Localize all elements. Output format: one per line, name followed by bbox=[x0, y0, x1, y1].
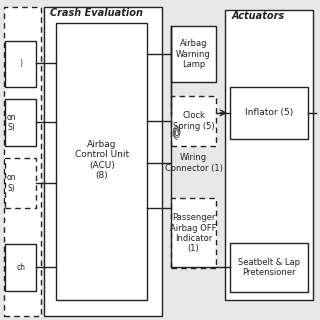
Bar bbox=[225, 10, 313, 300]
Bar bbox=[44, 7, 162, 316]
Bar bbox=[56, 23, 147, 300]
Bar bbox=[230, 243, 308, 292]
Bar bbox=[171, 26, 216, 82]
Text: Inflator (5): Inflator (5) bbox=[245, 108, 293, 117]
Text: Crash Evaluation: Crash Evaluation bbox=[50, 8, 143, 18]
Text: ch: ch bbox=[16, 263, 25, 272]
Text: on
S): on S) bbox=[7, 173, 17, 193]
Text: Airbag
Control Unit
(ACU)
(8): Airbag Control Unit (ACU) (8) bbox=[75, 140, 129, 180]
Text: Airbag
Warning
Lamp: Airbag Warning Lamp bbox=[176, 39, 211, 69]
Bar bbox=[171, 198, 216, 268]
Text: on
S): on S) bbox=[7, 113, 17, 132]
Bar bbox=[4, 7, 41, 316]
Bar bbox=[5, 41, 36, 87]
Text: Passenger
Airbag OFF
Indicator
(1): Passenger Airbag OFF Indicator (1) bbox=[170, 213, 217, 253]
Text: Clock
Spring (5): Clock Spring (5) bbox=[173, 111, 214, 131]
Text: Seatbelt & Lap
Pretensioner: Seatbelt & Lap Pretensioner bbox=[238, 258, 300, 277]
Text: ): ) bbox=[19, 59, 22, 68]
Text: Wiring
Connector (1): Wiring Connector (1) bbox=[164, 154, 222, 173]
Bar bbox=[230, 87, 308, 139]
Bar bbox=[171, 96, 216, 146]
Bar bbox=[5, 100, 36, 146]
Bar bbox=[5, 158, 36, 208]
Bar bbox=[5, 244, 36, 291]
Text: Actuators: Actuators bbox=[232, 12, 285, 21]
